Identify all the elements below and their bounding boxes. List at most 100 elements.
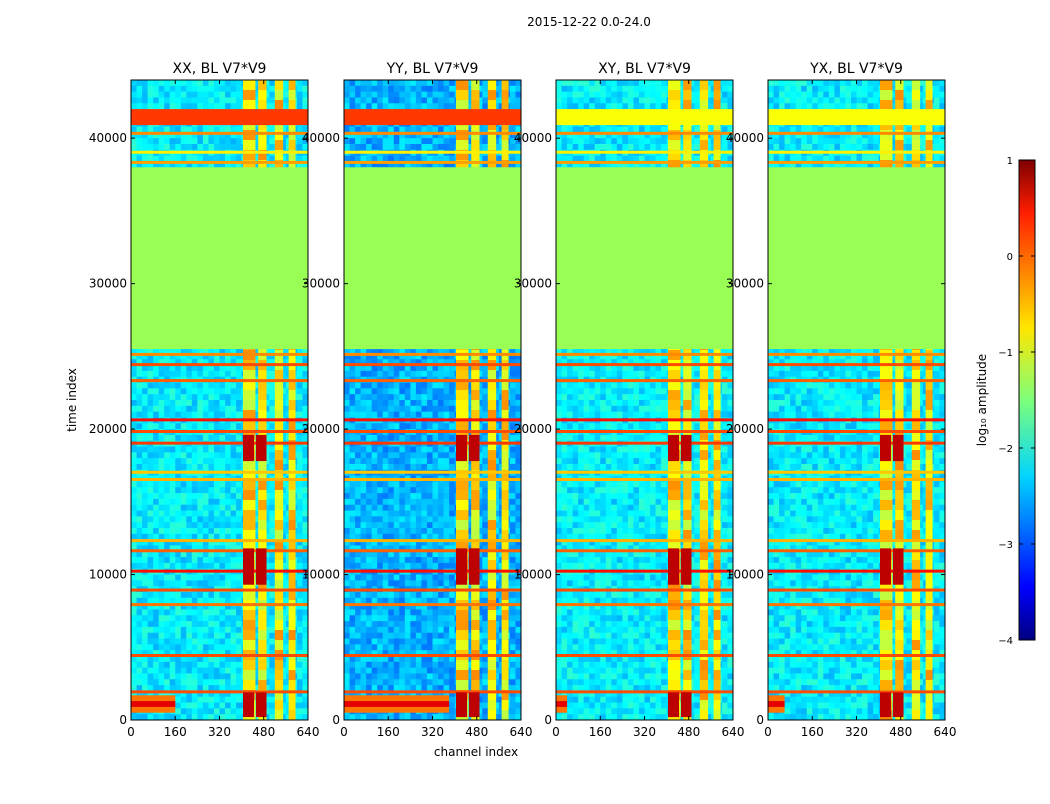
time-line (556, 471, 733, 474)
channel-band (502, 530, 509, 541)
channel-band (289, 630, 296, 641)
channel-band (668, 490, 680, 501)
time-line (344, 161, 521, 164)
channel-band (912, 450, 920, 461)
time-line (768, 549, 945, 552)
channel-band (456, 130, 468, 141)
time-line (131, 161, 308, 164)
channel-band (258, 510, 266, 521)
channel-band (502, 510, 509, 521)
time-line (768, 539, 945, 542)
channel-band (895, 630, 903, 641)
channel-band (488, 140, 496, 151)
channel-band (471, 130, 479, 141)
channel-band (668, 500, 680, 511)
channel-band (668, 590, 680, 601)
channel-band (880, 130, 892, 141)
channel-band (258, 680, 266, 691)
top-band (131, 109, 308, 125)
channel-band (912, 530, 920, 541)
channel-band (488, 700, 496, 711)
channel-band (456, 530, 468, 541)
channel-band (471, 80, 479, 91)
time-line (344, 589, 521, 592)
channel-band (895, 370, 903, 381)
channel-band (258, 130, 266, 141)
flagged-region (556, 167, 733, 349)
channel-band (926, 450, 933, 461)
saturated-block (893, 435, 904, 461)
channel-band (912, 480, 920, 491)
channel-band (912, 490, 920, 501)
channel-band (926, 640, 933, 651)
channel-band (668, 680, 680, 691)
channel-band (456, 390, 468, 401)
time-line (131, 418, 308, 421)
channel-band (926, 710, 933, 721)
channel-band (714, 640, 721, 651)
channel-band (289, 90, 296, 101)
channel-band (668, 140, 680, 151)
panel-title: YY, BL V7*V9 (386, 61, 479, 77)
channel-band (243, 140, 255, 151)
channel-band (243, 100, 255, 111)
channel-band (926, 670, 933, 681)
channel-band (289, 530, 296, 541)
channel-band (683, 460, 691, 471)
channel-band (714, 390, 721, 401)
channel-band (289, 670, 296, 681)
channel-band (258, 500, 266, 511)
channel-band (668, 670, 680, 681)
channel-band (258, 490, 266, 501)
y-tick-label: 10000 (89, 568, 127, 582)
x-tick-label: 320 (208, 725, 231, 739)
channel-band (668, 610, 680, 621)
channel-band (880, 640, 892, 651)
top-band (556, 109, 733, 125)
channel-band (668, 400, 680, 411)
channel-band (471, 100, 479, 111)
saturated-block (469, 548, 480, 584)
channel-band (275, 620, 283, 631)
channel-band (880, 80, 892, 91)
channel-band (895, 670, 903, 681)
channel-band (471, 400, 479, 411)
time-line (131, 589, 308, 592)
channel-band (471, 390, 479, 401)
channel-band (488, 670, 496, 681)
time-line (556, 690, 733, 693)
channel-band (912, 700, 920, 711)
channel-band (714, 450, 721, 461)
channel-band (714, 680, 721, 691)
channel-band (926, 490, 933, 501)
saturated-block (681, 435, 692, 461)
channel-band (289, 440, 296, 451)
channel-band (668, 80, 680, 91)
top-band (768, 109, 945, 125)
channel-band (258, 520, 266, 531)
channel-band (683, 610, 691, 621)
channel-band (471, 370, 479, 381)
x-tick-label: 160 (589, 725, 612, 739)
x-tick-label: 0 (127, 725, 135, 739)
saturated-block (456, 435, 467, 461)
time-line (556, 589, 733, 592)
channel-band (700, 610, 708, 621)
x-tick-label: 160 (377, 725, 400, 739)
channel-band (243, 590, 255, 601)
channel-band (456, 370, 468, 381)
y-tick-label: 30000 (726, 277, 764, 291)
channel-band (683, 90, 691, 101)
channel-band (700, 700, 708, 711)
channel-band (714, 630, 721, 641)
channel-band (488, 510, 496, 521)
channel-band (275, 440, 283, 451)
channel-band (471, 670, 479, 681)
channel-band (243, 510, 255, 521)
channel-band (714, 700, 721, 711)
channel-band (668, 90, 680, 101)
channel-band (243, 620, 255, 631)
channel-band (700, 490, 708, 501)
channel-band (683, 100, 691, 111)
channel-band (289, 370, 296, 381)
